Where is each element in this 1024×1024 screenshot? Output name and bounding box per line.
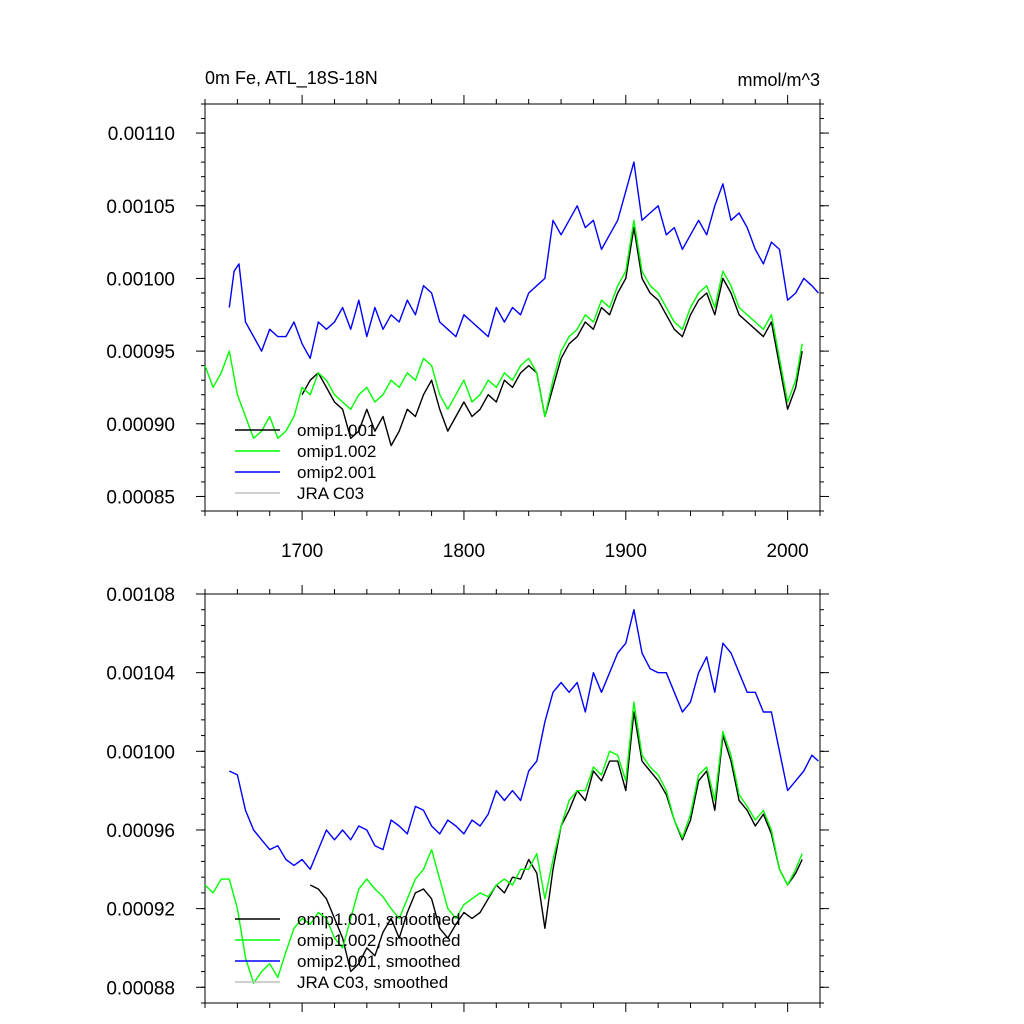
top-legend-label: JRA C03: [297, 484, 364, 503]
top-legend-label: omip1.001: [297, 421, 376, 440]
top-y-tick-label: 0.00100: [106, 269, 175, 290]
bottom-y-tick-label: 0.00104: [106, 664, 175, 685]
top-panel: 1700 1800 1900 2000 0.00085 0.00090 0.00095 0.0…: [106, 95, 829, 562]
bottom-y-tick-label: 0.00100: [106, 742, 175, 763]
top-y-tick-label: 0.00085: [106, 487, 175, 508]
top-legend-label: omip1.002: [297, 442, 376, 461]
top-y-tick-label: 0.00090: [106, 415, 175, 436]
top-x-tick-label: 1800: [443, 541, 485, 562]
top-chart-title: 0m Fe, ATL_18S-18N: [205, 68, 378, 89]
bottom-series-line-1: [204, 701, 803, 984]
bottom-legend-label: JRA C03, smoothed: [297, 973, 448, 992]
bottom-y-tick-label: 0.00088: [106, 978, 175, 999]
top-legend-label: omip2.001: [297, 463, 376, 482]
top-series-line-1: [204, 219, 803, 439]
bottom-y-tick-label: 0.00092: [106, 900, 175, 921]
top-series-line-2: [228, 161, 819, 360]
bottom-y-tick-label: 0.00096: [106, 821, 175, 842]
bottom-legend-label: omip1.001, smoothed: [297, 910, 461, 929]
top-chart-units: mmol/m^3: [738, 70, 820, 90]
top-x-tick-label: 2000: [766, 541, 808, 562]
bottom-panel: 0.00088 0.00092 0.00096 0.00100 0.00104 0.001…: [106, 585, 829, 1012]
bottom-legend-label: omip2.001, smoothed: [297, 952, 461, 971]
top-series-line-0: [301, 226, 803, 447]
bottom-legend-label: omip1.002, smoothed: [297, 931, 461, 950]
bottom-series-line-2: [228, 609, 819, 870]
top-x-tick-label: 1900: [605, 541, 647, 562]
top-y-tick-label: 0.00105: [106, 197, 175, 218]
bottom-y-tick-label: 0.00108: [106, 585, 175, 606]
top-x-tick-label: 1700: [281, 541, 323, 562]
top-y-tick-label: 0.00110: [108, 124, 175, 145]
top-y-tick-label: 0.00095: [106, 342, 175, 363]
